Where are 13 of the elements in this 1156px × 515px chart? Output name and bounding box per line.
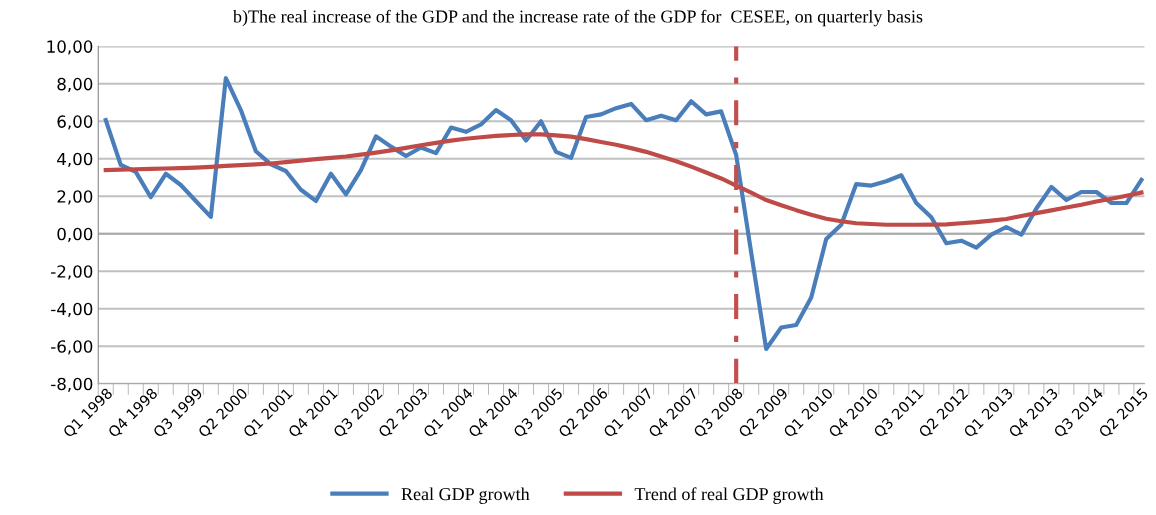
- y-tick-label: -4,00: [51, 302, 93, 317]
- line-series: [103, 76, 1144, 352]
- y-tick-label: 6,00: [57, 115, 93, 130]
- y-tick-label: 8,00: [57, 77, 93, 93]
- y-tick-label: -2,00: [51, 265, 93, 280]
- legend-label: Real GDP growth: [401, 487, 530, 504]
- chart-title: b)The real increase of the GDP and the increase rate of the GDP for CESEE, on quarterly basis: [232, 9, 923, 27]
- y-tick-label: 0,00: [57, 227, 93, 243]
- y-tick-label: 2,00: [57, 190, 93, 205]
- legend-label: Trend of real GDP growth: [634, 487, 824, 504]
- y-tick-label: 10,00: [47, 40, 93, 55]
- y-tick-label: 4,00: [57, 152, 93, 168]
- y-tick-label: -6,00: [51, 340, 93, 355]
